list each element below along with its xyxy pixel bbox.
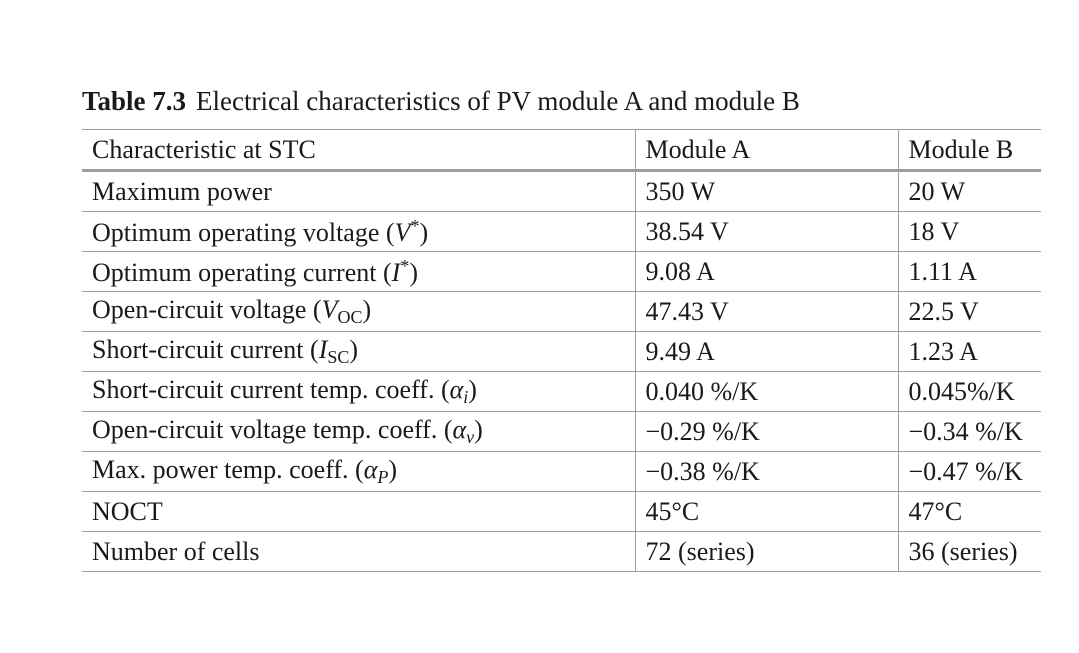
module-a-value: 72 (series) (634, 531, 898, 572)
characteristic-label: Open-circuit voltage temp. coeff. (92, 415, 438, 444)
symbol-base: I (391, 257, 401, 287)
table-number: Table 7.3 (82, 86, 187, 116)
module-a-value: 350 W (634, 170, 898, 212)
module-a-value: 45°C (634, 491, 898, 532)
table-header-row: Characteristic at STC Module A Module B (82, 129, 1041, 172)
characteristic-cell: NOCT (82, 491, 635, 532)
characteristic-label: Short-circuit current temp. coeff. (92, 375, 435, 404)
header-module-a: Module A (634, 129, 898, 172)
module-a-value: 47.43 V (634, 291, 898, 332)
characteristic-symbol: (αP) (348, 455, 398, 487)
characteristic-symbol: (V*) (379, 215, 429, 247)
module-b-value: 0.045%/K (897, 371, 1041, 412)
characteristic-label: Short-circuit current (92, 335, 304, 364)
table-row: Short-circuit current temp. coeff. (αi) 0… (82, 371, 1041, 412)
module-a-value: 9.49 A (634, 331, 898, 372)
characteristic-cell: Optimum operating voltage (V*) (82, 211, 635, 252)
characteristic-cell: Maximum power (82, 170, 635, 212)
symbol-base: α (449, 375, 464, 404)
characteristic-label: Optimum operating voltage (92, 217, 380, 247)
table-title: Electrical characteristics of PV module … (196, 86, 800, 116)
characteristic-label: NOCT (92, 496, 163, 526)
module-b-value: 47°C (897, 491, 1041, 532)
table-row: Max. power temp. coeff. (αP) −0.38 %/K −0.… (82, 451, 1041, 492)
table-row: Open-circuit voltage (VOC) 47.43 V 22.5 V (82, 291, 1041, 332)
characteristic-label: Optimum operating current (92, 257, 377, 287)
symbol-subscript: i (463, 387, 469, 407)
module-a-value: −0.38 %/K (634, 451, 898, 492)
symbol-subscript: v (466, 427, 475, 447)
module-b-value: 18 V (897, 211, 1041, 252)
characteristic-symbol: (VOC) (306, 295, 372, 327)
characteristic-label: Open-circuit voltage (92, 295, 307, 324)
module-a-value: −0.29 %/K (634, 411, 898, 452)
module-b-value: 22.5 V (897, 291, 1041, 332)
characteristic-label: Number of cells (92, 536, 260, 566)
characteristic-cell: Short-circuit current temp. coeff. (αi) (82, 371, 635, 412)
table-row: Optimum operating voltage (V*) 38.54 V 18 … (82, 211, 1041, 252)
characteristic-symbol: (I*) (376, 255, 418, 287)
symbol-base: α (363, 455, 378, 484)
module-b-value: 1.23 A (897, 331, 1041, 372)
characteristic-cell: Open-circuit voltage temp. coeff. (αv) (82, 411, 635, 452)
table-row: Optimum operating current (I*) 9.08 A 1.11… (82, 251, 1041, 292)
characteristic-cell: Optimum operating current (I*) (82, 251, 635, 292)
symbol-subscript: SC (327, 347, 350, 367)
module-a-value: 0.040 %/K (634, 371, 898, 412)
module-b-value: 36 (series) (897, 531, 1041, 572)
characteristic-label: Max. power temp. coeff. (92, 455, 349, 484)
table-row: Short-circuit current (ISC) 9.49 A 1.23 A (82, 331, 1041, 372)
characteristic-symbol: (αv) (437, 415, 483, 447)
characteristic-cell: Number of cells (82, 531, 635, 572)
module-b-value: 1.11 A (897, 251, 1041, 292)
module-b-value: 20 W (897, 170, 1041, 212)
symbol-subscript: P (377, 467, 389, 487)
characteristic-symbol: (ISC) (303, 335, 359, 367)
characteristic-label: Maximum power (92, 176, 272, 206)
module-b-value: −0.47 %/K (897, 451, 1041, 492)
characteristic-cell: Max. power temp. coeff. (αP) (82, 451, 635, 492)
symbol-superscript: * (410, 215, 420, 236)
header-characteristic: Characteristic at STC (82, 129, 635, 172)
table-row: Number of cells 72 (series) 36 (series) (82, 531, 1041, 572)
module-a-value: 9.08 A (634, 251, 898, 292)
module-a-value: 38.54 V (634, 211, 898, 252)
table-row: Open-circuit voltage temp. coeff. (αv) −0… (82, 411, 1041, 452)
table-body: Maximum power 350 W 20 W Optimum operating … (82, 170, 1041, 572)
characteristic-cell: Open-circuit voltage (VOC) (82, 291, 635, 332)
symbol-base: I (318, 335, 328, 364)
characteristic-symbol: (αi) (434, 375, 477, 407)
characteristic-cell: Short-circuit current (ISC) (82, 331, 635, 372)
characteristics-table: Characteristic at STC Module A Module B … (82, 129, 1041, 572)
symbol-base: α (452, 415, 467, 444)
symbol-base: V (394, 217, 411, 247)
symbol-subscript: OC (337, 307, 363, 327)
module-b-value: −0.34 %/K (897, 411, 1041, 452)
table-caption: Table 7.3 Electrical characteristics of P… (82, 84, 800, 118)
symbol-superscript: * (400, 255, 410, 276)
header-module-b: Module B (897, 129, 1041, 172)
table-row: Maximum power 350 W 20 W (82, 170, 1041, 212)
table-row: NOCT 45°C 47°C (82, 491, 1041, 532)
symbol-base: V (321, 295, 338, 324)
